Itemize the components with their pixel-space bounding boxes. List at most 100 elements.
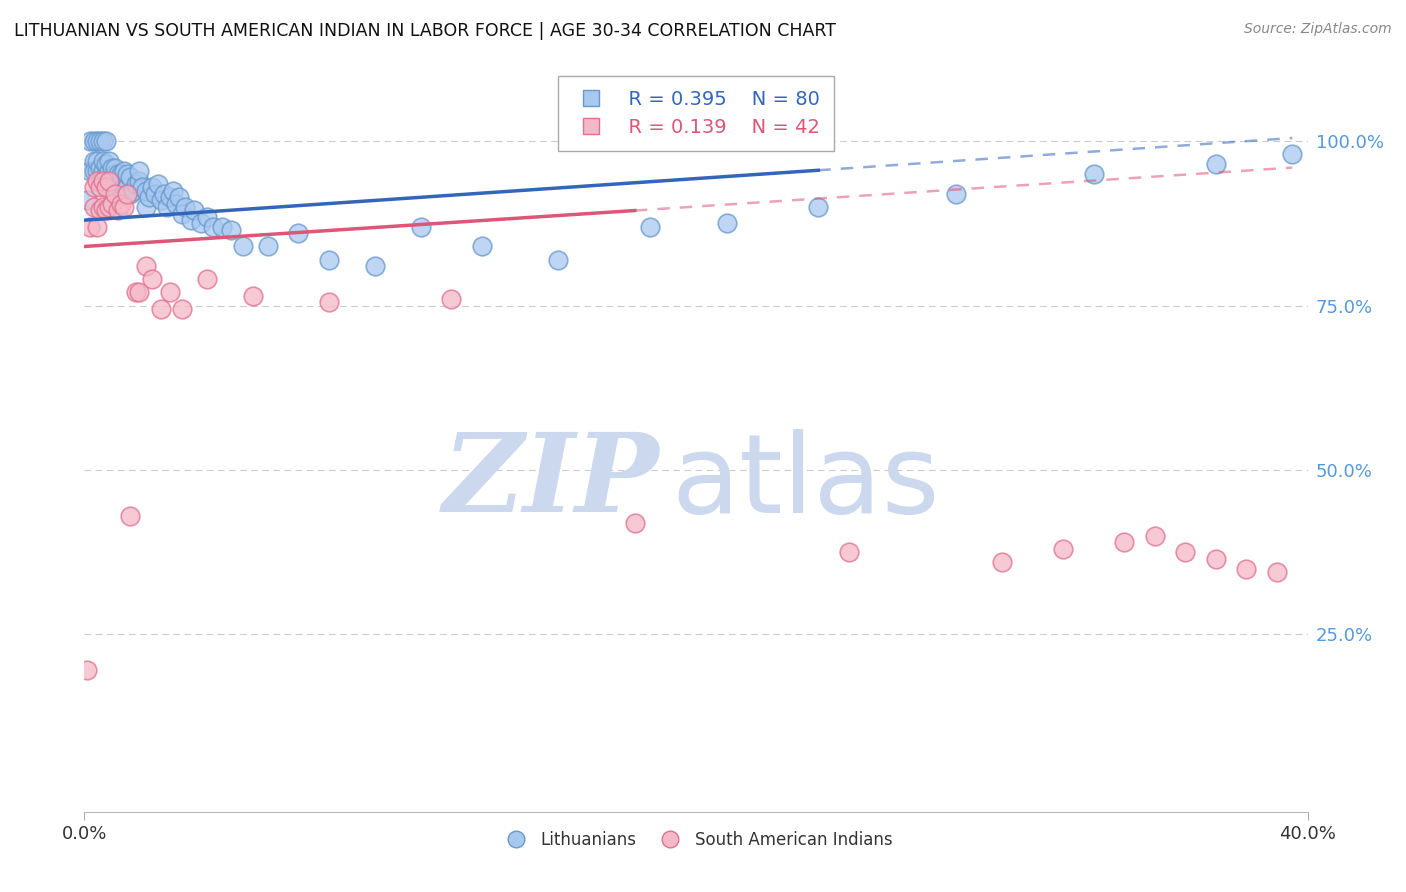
Point [97,164,120,178]
Point [287,227,309,241]
Point [91,154,114,169]
Point [141,272,163,286]
Legend: Lithuanians, South American Indians: Lithuanians, South American Indians [492,824,900,855]
Point [122,184,145,198]
Point [128,174,150,188]
Point [172,301,194,316]
Point [76,194,98,208]
Point [83,164,105,178]
Point [110,167,132,181]
Point [1281,147,1303,161]
Point [104,161,127,175]
Point [471,239,494,253]
Point [1052,541,1074,556]
Point [94,167,117,181]
Point [138,190,160,204]
Point [211,219,233,234]
Point [86,134,108,148]
Point [1236,561,1258,575]
Point [257,239,280,253]
Point [83,154,105,169]
Point [104,167,127,181]
Point [91,134,114,148]
Point [165,196,187,211]
Point [183,203,205,218]
Point [149,301,172,316]
Point [716,217,738,231]
Point [104,186,127,201]
Point [97,200,120,214]
Point [86,219,108,234]
Point [242,289,264,303]
Point [91,174,114,188]
Point [146,177,169,191]
Point [115,180,138,194]
Point [1205,551,1227,566]
Point [149,194,172,208]
Point [79,134,101,148]
Point [945,186,967,201]
Point [112,180,135,194]
Point [91,174,114,188]
Point [807,200,830,214]
Point [112,164,135,178]
Point [94,180,117,194]
Point [131,180,153,194]
Point [159,285,181,300]
Point [115,186,138,201]
Point [201,219,224,234]
Point [1143,529,1166,543]
Point [547,252,569,267]
Point [86,164,108,178]
Point [174,200,197,214]
Point [79,164,101,178]
Point [1083,167,1105,181]
Point [110,196,132,211]
Point [638,219,661,234]
Point [219,223,242,237]
Point [107,167,129,181]
Point [440,292,463,306]
Point [232,239,254,253]
Point [156,200,179,214]
Point [1265,565,1288,579]
Point [318,252,340,267]
Point [128,285,150,300]
Point [97,174,120,188]
Point [143,186,166,201]
Point [364,259,387,273]
Point [318,295,340,310]
Point [83,134,105,148]
Point [91,200,114,214]
Point [195,272,218,286]
Point [94,157,117,171]
Point [172,206,194,220]
Text: ZIP: ZIP [443,428,659,536]
Point [128,164,150,178]
Point [79,219,101,234]
Point [91,164,114,178]
Point [89,134,111,148]
Point [624,516,647,530]
Point [1174,545,1197,559]
Point [409,219,432,234]
Point [83,200,105,214]
Point [162,184,184,198]
Point [107,180,129,194]
Point [125,177,148,191]
Point [167,190,190,204]
Point [159,190,181,204]
Point [86,154,108,169]
Point [104,180,127,194]
Point [101,174,124,188]
Point [115,167,138,181]
Point [135,200,157,214]
Point [190,217,212,231]
Text: atlas: atlas [672,428,941,535]
Point [153,186,176,201]
Point [107,203,129,218]
Point [838,545,860,559]
Point [97,154,120,169]
Point [1114,535,1136,549]
Point [89,161,111,175]
